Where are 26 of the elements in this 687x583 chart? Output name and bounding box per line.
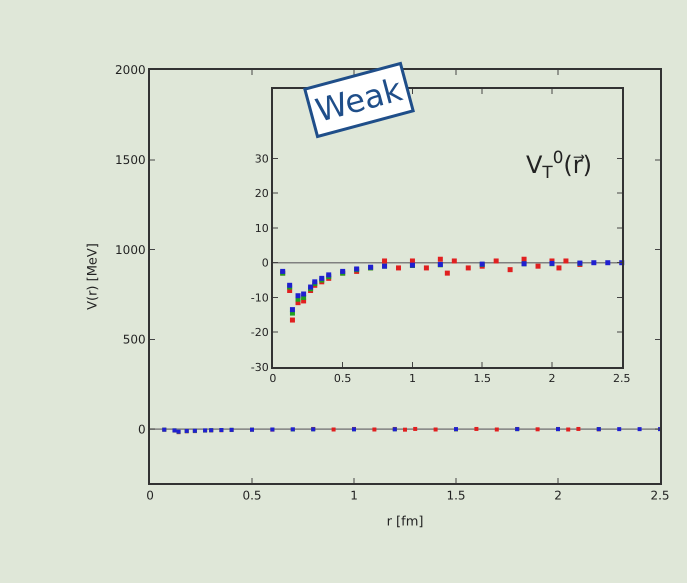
x-tick-label: 1.5 xyxy=(473,372,491,386)
y-tick-label: -30 xyxy=(250,360,269,374)
x-tick-label: 1 xyxy=(408,372,416,386)
y-tick-label: -20 xyxy=(250,326,269,340)
y-tick-label: 500 xyxy=(122,332,146,347)
x-tick-label: 0.5 xyxy=(334,372,352,386)
x-tick-label: 2 xyxy=(554,488,562,502)
y-axis-title: V(r) [MeV] xyxy=(86,243,101,310)
y-tick-label: 1000 xyxy=(115,242,146,257)
x-tick-label: 2.5 xyxy=(650,488,670,502)
x-tick-label: 2.5 xyxy=(613,372,630,386)
x-tick-label: 0.5 xyxy=(242,488,262,502)
annotation: V$_{T}$$^{0}$(r⃗) xyxy=(526,147,592,182)
annotation: Weak xyxy=(312,70,406,130)
x-tick-label: 1.5 xyxy=(446,488,466,502)
x-tick-label: 2 xyxy=(548,372,556,386)
y-tick-label: 10 xyxy=(254,222,269,235)
y-tick-label: 0 xyxy=(138,422,146,436)
y-tick-label: -10 xyxy=(250,291,269,304)
y-tick-label: 20 xyxy=(254,187,269,200)
y-tick-label: 0 xyxy=(262,256,269,270)
x-tick-label: 1 xyxy=(350,488,358,502)
y-tick-label: 30 xyxy=(254,152,269,166)
x-axis-title: r [fm] xyxy=(386,514,424,530)
y-tick-label: 2000 xyxy=(115,63,146,78)
y-tick-label: 1500 xyxy=(115,152,146,167)
